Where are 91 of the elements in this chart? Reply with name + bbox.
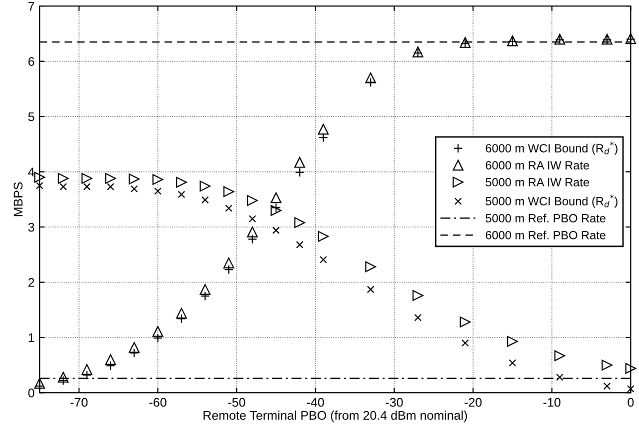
point (34, 381, 44, 391)
y-tick-label: 0 (28, 388, 34, 398)
x-tick-label: 0 (628, 398, 634, 407)
point (320, 256, 328, 264)
point (248, 234, 258, 244)
point (36, 182, 44, 190)
point (153, 333, 163, 343)
point (603, 382, 611, 390)
y-tick-label: 4 (28, 168, 34, 176)
point (82, 370, 92, 380)
point (294, 217, 306, 228)
point (318, 230, 329, 242)
point (507, 336, 518, 347)
point (296, 241, 304, 248)
point (414, 314, 422, 322)
point (365, 72, 376, 84)
point (34, 172, 46, 183)
point (60, 183, 67, 190)
point (105, 172, 116, 184)
point (246, 226, 258, 238)
point (365, 261, 376, 272)
point (201, 196, 209, 204)
y-tick-label: 6 (28, 57, 34, 66)
y-tick-label: 2 (28, 278, 34, 287)
point (625, 363, 636, 374)
point (129, 348, 139, 358)
x-tick-label: -10 (543, 398, 560, 407)
x-tick-label: -60 (149, 398, 166, 407)
point (224, 264, 234, 274)
point (128, 174, 140, 184)
point (176, 308, 187, 319)
point (178, 190, 186, 198)
point (58, 172, 69, 184)
point (248, 215, 256, 222)
legend-label: 6000 m RA IW Rate (486, 161, 590, 170)
point (366, 286, 374, 294)
point (554, 350, 566, 362)
point (223, 186, 234, 198)
point (58, 376, 68, 386)
x-tick-label: -40 (306, 398, 324, 407)
point (246, 195, 258, 206)
x-tick-label: -70 (70, 398, 88, 407)
point (366, 78, 376, 88)
y-axis-title: MBPS (14, 182, 23, 216)
point (294, 168, 304, 178)
point (200, 291, 210, 301)
point (200, 284, 211, 295)
point (106, 183, 114, 190)
point (602, 360, 612, 371)
point (176, 314, 186, 324)
point (106, 360, 116, 370)
x-axis-title: Remote Terminal PBO (from 20.4 dBm nominal) (204, 410, 467, 422)
point (271, 202, 281, 212)
legend-label: 6000 m Ref. PBO Rate (486, 230, 606, 240)
point (200, 180, 211, 192)
point (270, 192, 282, 204)
y-tick-label: 7 (28, 2, 34, 11)
legend-label: 5000 m WCI Bound (R$_{d}$$^{*}$) (486, 194, 618, 208)
y-tick-label: 3 (28, 222, 34, 232)
point (34, 378, 46, 389)
point (318, 124, 329, 135)
point (270, 205, 282, 216)
point (81, 364, 92, 375)
point (272, 226, 280, 234)
x-tick-label: -50 (228, 398, 246, 407)
y-tick-label: 1 (28, 333, 34, 342)
point (152, 174, 164, 185)
point (225, 204, 232, 212)
point (152, 326, 164, 337)
x-tick-label: -20 (464, 398, 482, 407)
point (462, 339, 469, 347)
point (556, 374, 564, 381)
y-tick-label: 5 (28, 112, 34, 122)
point (294, 156, 306, 168)
point (318, 132, 328, 142)
point (105, 354, 116, 366)
point (154, 187, 162, 195)
point (81, 172, 92, 184)
x-tick-label: -30 (386, 398, 403, 407)
legend-label: 5000 m Ref. PBO Rate (486, 214, 606, 222)
point (176, 176, 187, 188)
legend-label: 5000 m RA IW Rate (486, 178, 590, 186)
point (412, 290, 424, 301)
point (460, 316, 471, 328)
point (128, 342, 140, 353)
point (508, 359, 516, 367)
point (130, 185, 138, 193)
point (223, 258, 234, 268)
point (58, 372, 69, 383)
legend-label: 6000 m WCI Bound (R$_{d}$$^{*}$) (486, 142, 618, 155)
point (83, 183, 91, 190)
